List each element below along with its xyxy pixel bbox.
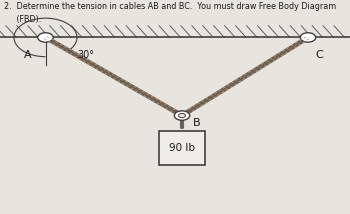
Text: 30°: 30° — [77, 50, 94, 60]
Circle shape — [38, 33, 53, 42]
Text: 90 lb: 90 lb — [169, 143, 195, 153]
Circle shape — [178, 113, 186, 118]
Text: (FBD).: (FBD). — [4, 15, 41, 24]
Text: C: C — [315, 50, 323, 60]
Text: A: A — [24, 50, 32, 60]
Text: 2.  Determine the tension in cables AB and BC.  You must draw Free Body Diagram: 2. Determine the tension in cables AB an… — [4, 2, 336, 11]
Circle shape — [174, 111, 190, 120]
Text: B: B — [193, 118, 200, 128]
Bar — [159, 131, 205, 165]
Circle shape — [300, 33, 316, 42]
